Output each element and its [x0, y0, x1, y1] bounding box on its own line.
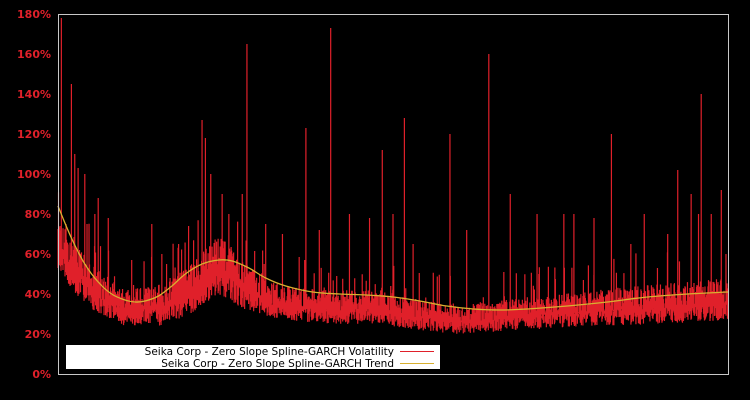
y-tick-label: 180%: [17, 8, 51, 21]
trend-series: [57, 205, 729, 311]
y-tick-label: 20%: [25, 328, 51, 341]
y-tick-label: 0%: [32, 368, 51, 381]
legend-box: [66, 345, 440, 369]
y-tick-label: 120%: [17, 128, 51, 141]
legend: Seika Corp - Zero Slope Spline-GARCH Vol…: [66, 345, 440, 370]
plot-frame: [58, 14, 729, 375]
y-tick-label: 160%: [17, 48, 51, 61]
y-tick-label: 100%: [17, 168, 51, 181]
y-axis: 0% 20% 40% 60% 80% 100% 120% 140% 160% 180%: [17, 8, 51, 381]
y-tick-label: 60%: [25, 248, 51, 261]
y-tick-label: 40%: [25, 288, 51, 301]
legend-label-trend: Seika Corp - Zero Slope Spline-GARCH Tre…: [161, 358, 394, 370]
legend-label-volatility: Seika Corp - Zero Slope Spline-GARCH Vol…: [145, 346, 394, 358]
y-tick-label: 140%: [17, 88, 51, 101]
y-tick-label: 80%: [25, 208, 51, 221]
